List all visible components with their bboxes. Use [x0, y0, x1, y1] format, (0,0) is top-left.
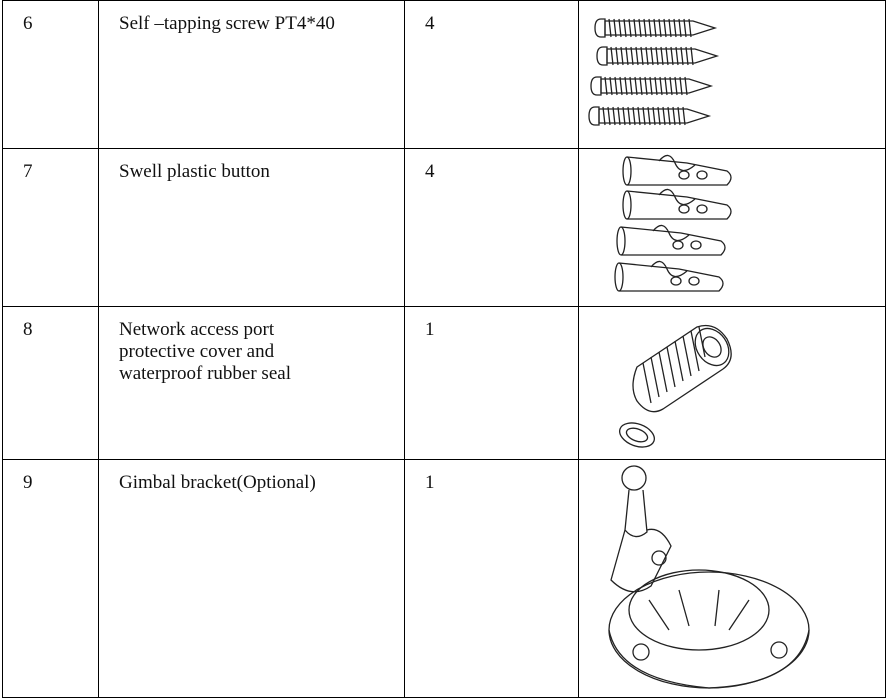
cell-image — [578, 0, 886, 149]
row: 8 Network access port protective cover a… — [2, 306, 886, 460]
row: 9 Gimbal bracket(Optional) 1 — [2, 459, 886, 698]
text-line: waterproof rubber seal — [119, 363, 291, 384]
anchors-image — [614, 154, 732, 292]
cell-name: Swell plastic button — [98, 148, 405, 307]
cell-image — [578, 148, 886, 307]
cell-name: Self –tapping screw PT4*40 — [98, 0, 405, 149]
cell-no: 8 — [2, 306, 99, 460]
cell-name: Network access port protective cover and… — [98, 306, 405, 460]
cell-image — [578, 459, 886, 698]
row: 7 Swell plastic button 4 — [2, 148, 886, 307]
cell-no: 6 — [2, 0, 99, 149]
cell-no: 7 — [2, 148, 99, 307]
gimbal-image — [608, 465, 810, 689]
cell-no: 9 — [2, 459, 99, 698]
cell-qty: 1 — [404, 459, 579, 698]
cell-qty: 4 — [404, 148, 579, 307]
screws-image — [588, 18, 718, 126]
cell-image — [578, 306, 886, 460]
cover-image — [619, 324, 732, 448]
text-line: protective cover and — [119, 341, 275, 362]
cell-qty: 1 — [404, 306, 579, 460]
text-line: Network access port — [119, 319, 275, 340]
cell-qty: 4 — [404, 0, 579, 149]
row: 6 Self –tapping screw PT4*40 4 — [2, 0, 886, 149]
cell-name: Gimbal bracket(Optional) — [98, 459, 405, 698]
